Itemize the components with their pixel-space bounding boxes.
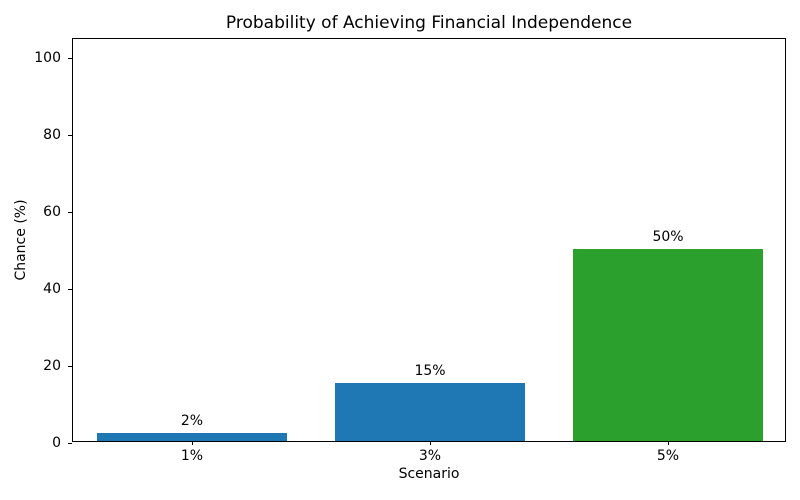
x-tick-mark: [429, 441, 431, 445]
x-tick-label: 1%: [180, 448, 204, 464]
y-tick-label: 0: [52, 435, 61, 451]
bar-value-label: 50%: [652, 228, 684, 245]
x-tick-mark: [191, 441, 193, 445]
bar: [96, 433, 288, 441]
y-tick-mark: [68, 365, 72, 367]
y-tick-mark: [68, 442, 72, 444]
bar-value-label: 15%: [414, 363, 446, 380]
y-tick-label: 20: [43, 358, 61, 375]
plot-area: 0 20 40 60 80 100 2% 1% 15% 3% 50% 5%: [34, 38, 786, 464]
chart-title: Probability of Achieving Financial Indep…: [225, 13, 633, 33]
bar: [334, 383, 526, 441]
bar: [572, 248, 764, 441]
x-tick-label: 3%: [418, 448, 442, 464]
y-tick-mark: [68, 211, 72, 213]
x-tick-label: 5%: [656, 448, 680, 464]
y-tick-mark: [68, 288, 72, 290]
y-tick-mark: [68, 57, 72, 59]
y-tick-label: 80: [43, 127, 61, 144]
y-tick-label: 40: [43, 281, 61, 298]
y-axis-label: Chance (%): [13, 199, 29, 281]
y-tick-label: 100: [34, 50, 61, 67]
bar-value-label: 2%: [180, 413, 204, 430]
y-tick-label: 60: [43, 204, 61, 221]
y-tick-mark: [68, 134, 72, 136]
x-axis-label: Scenario: [398, 466, 460, 482]
x-tick-mark: [667, 441, 669, 445]
